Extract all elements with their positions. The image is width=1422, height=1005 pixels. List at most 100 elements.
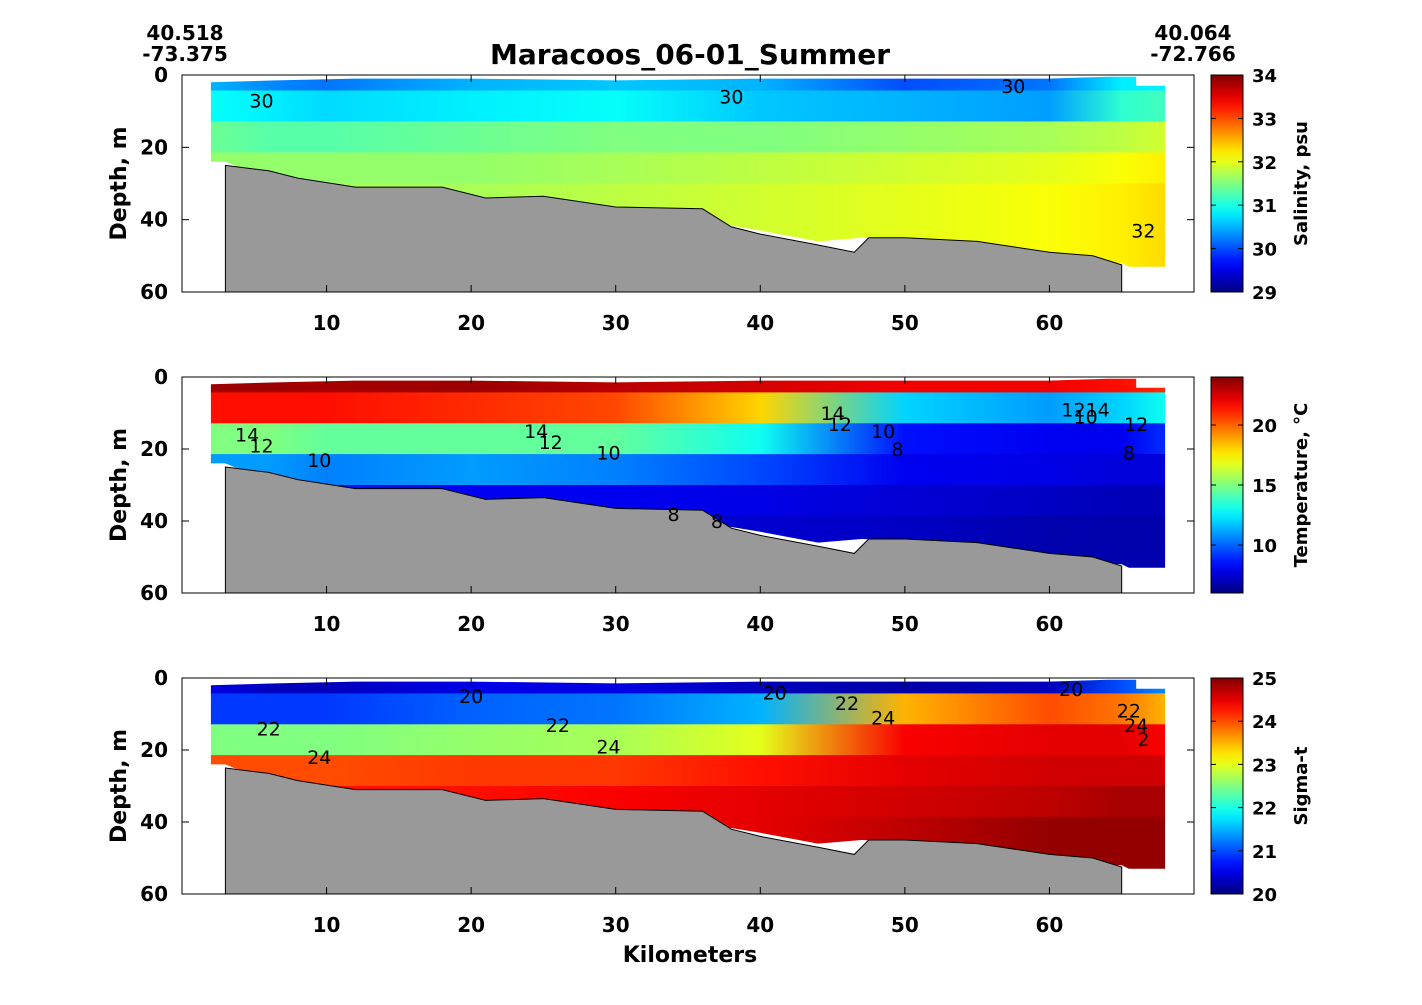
salinity-colorbar-tick-label: 33 xyxy=(1252,109,1277,130)
sigma-t-contour-label: 22 xyxy=(546,715,570,737)
sigma-t-y-tick-label: 40 xyxy=(140,810,168,834)
temperature-contour-label: 8 xyxy=(892,439,904,461)
salinity-depth-row xyxy=(210,152,1166,185)
start-longitude: -73.375 xyxy=(142,42,227,66)
x-axis-label: Kilometers xyxy=(623,943,757,968)
salinity-x-tick-label: 30 xyxy=(602,311,630,335)
sigma-t-y-axis-label: Depth, m xyxy=(107,729,132,843)
salinity-contour-label: 30 xyxy=(1001,76,1025,98)
sigma-t-colorbar-label: Sigma-t xyxy=(1291,746,1312,825)
salinity-colorbar-label: Salinity, psu xyxy=(1291,121,1312,246)
sigma-t-colorbar-tick-label: 24 xyxy=(1252,712,1277,733)
salinity-colorbar-tick-label: 30 xyxy=(1252,240,1277,261)
temperature-y-tick-label: 40 xyxy=(140,509,168,533)
figure-title: Maracoos_06-01_Summer xyxy=(490,38,890,71)
salinity-y-tick-label: 60 xyxy=(140,280,168,304)
salinity-colorbar xyxy=(1210,74,1244,293)
sigma-t-x-tick-label: 60 xyxy=(1036,913,1064,937)
temperature-contour-label: 12 xyxy=(539,432,563,454)
temperature-x-tick-label: 30 xyxy=(602,612,630,636)
temperature-contour-label: 12 xyxy=(828,414,852,436)
temperature-colorbar-tick-label: 20 xyxy=(1252,416,1277,437)
temperature-colorbar-tick-label: 10 xyxy=(1252,536,1277,557)
temperature-x-tick-label: 20 xyxy=(457,612,485,636)
sigma-t-y-tick-label: 0 xyxy=(154,666,168,690)
sigma-t-x-tick-label: 10 xyxy=(313,913,341,937)
sigma-t-x-tick-label: 50 xyxy=(891,913,919,937)
sigma-t-contour-label: 24 xyxy=(1124,715,1148,737)
salinity-colorbar-tick-label: 31 xyxy=(1252,196,1277,217)
salinity-depth-row xyxy=(210,76,1166,92)
temperature-depth-row xyxy=(210,392,1166,425)
temperature-depth-row xyxy=(210,454,1166,486)
sigma-t-colorbar-tick-label: 20 xyxy=(1252,885,1277,906)
sigma-t-y-tick-label: 60 xyxy=(140,882,168,906)
temperature-contour-label: 10 xyxy=(596,443,620,465)
salinity-colorbar-tick-label: 34 xyxy=(1252,66,1277,87)
sigma-t-colorbar-tick-label: 21 xyxy=(1252,842,1277,863)
sigma-t-x-tick-label: 20 xyxy=(457,913,485,937)
temperature-x-tick-label: 60 xyxy=(1036,612,1064,636)
sigma-t-contour-label: 24 xyxy=(871,708,895,730)
sigma-t-contour-label: 24 xyxy=(307,747,331,769)
temperature-contour-label: 10 xyxy=(871,421,895,443)
salinity-contour-label: 32 xyxy=(1131,221,1155,243)
temperature-contour-label: 8 xyxy=(711,511,723,533)
start-latitude: 40.518 xyxy=(146,21,223,45)
salinity-y-tick-label: 0 xyxy=(154,63,168,87)
sigma-t-colorbar-tick-label: 25 xyxy=(1252,669,1277,690)
sigma-t-depth-row xyxy=(210,724,1166,757)
sigma-t-x-tick-label: 40 xyxy=(746,913,774,937)
salinity-depth-row xyxy=(210,121,1166,154)
sigma-t-axes xyxy=(181,677,1195,895)
panel-salinity: 30 30 30 32 10 20 30 40 50 60 0 20 40 60 Depth, m 29 30 3… xyxy=(107,63,1312,335)
sigma-t-contour-label: 2 xyxy=(1137,729,1149,751)
temperature-contour-label: 10 xyxy=(307,450,331,472)
temperature-x-tick-label: 50 xyxy=(891,612,919,636)
temperature-contour-label: 1214 xyxy=(1061,399,1109,421)
temperature-contour-label: 8 xyxy=(667,504,679,526)
temperature-depth-row xyxy=(210,423,1166,456)
salinity-axes xyxy=(181,74,1195,293)
sigma-t-colorbar-tick-label: 22 xyxy=(1252,799,1277,820)
sigma-t-contour-label: 22 xyxy=(257,718,281,740)
temperature-seafloor xyxy=(224,466,1123,594)
salinity-contour-label: 30 xyxy=(249,90,273,112)
temperature-y-tick-label: 60 xyxy=(140,581,168,605)
sigma-t-contour-label: 24 xyxy=(596,736,620,758)
temperature-x-tick-label: 40 xyxy=(746,612,774,636)
temperature-depth-row xyxy=(210,378,1166,394)
temperature-contour-label: 14 xyxy=(235,425,259,447)
temperature-y-tick-label: 0 xyxy=(154,365,168,389)
salinity-x-tick-label: 50 xyxy=(891,311,919,335)
sigma-t-depth-row xyxy=(210,693,1166,726)
sigma-t-contour-label: 20 xyxy=(459,686,483,708)
end-longitude: -72.766 xyxy=(1150,42,1235,66)
salinity-colorbar-tick-label: 29 xyxy=(1252,283,1277,304)
sigma-t-contour-label: 20 xyxy=(1059,679,1083,701)
salinity-contour-label: 30 xyxy=(719,87,743,109)
salinity-y-tick-label: 40 xyxy=(140,208,168,232)
sigma-t-depth-row xyxy=(210,755,1166,787)
salinity-colorbar-tick-label: 32 xyxy=(1252,153,1277,174)
temperature-contour-label: 12 xyxy=(249,435,273,457)
sigma-t-seafloor xyxy=(224,767,1123,895)
sigma-t-colorbar-tick-label: 23 xyxy=(1252,755,1277,776)
sigma-t-colorbar xyxy=(1210,677,1244,895)
salinity-y-axis-label: Depth, m xyxy=(107,126,132,240)
temperature-contour-label: 12 xyxy=(1124,414,1148,436)
end-latitude: 40.064 xyxy=(1154,21,1231,45)
temperature-colorbar-tick-label: 15 xyxy=(1252,476,1277,497)
temperature-contour-label: 14 xyxy=(524,421,548,443)
temperature-colorbar-label: Temperature, °C xyxy=(1291,403,1312,568)
sigma-t-contour-label: 22 xyxy=(1117,700,1141,722)
sigma-t-depth-row xyxy=(210,679,1166,695)
salinity-y-tick-label: 20 xyxy=(140,135,168,159)
sigma-t-y-tick-label: 20 xyxy=(140,738,168,762)
temperature-y-axis-label: Depth, m xyxy=(107,428,132,542)
temperature-axes xyxy=(181,376,1195,594)
sigma-t-x-tick-label: 30 xyxy=(602,913,630,937)
salinity-x-tick-label: 60 xyxy=(1036,311,1064,335)
